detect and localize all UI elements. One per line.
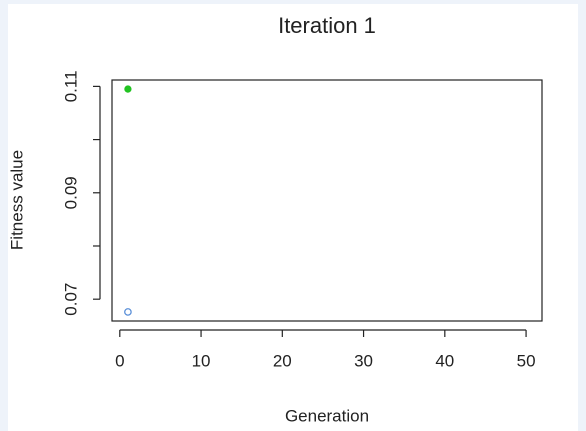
x-tick-label: 20 — [273, 351, 292, 370]
y-axis-label: Fitness value — [7, 150, 26, 250]
panel — [8, 4, 578, 431]
point — [124, 85, 132, 93]
x-tick-label: 40 — [435, 351, 454, 370]
point — [124, 308, 132, 316]
x-tick-label: 30 — [354, 351, 373, 370]
chart-title: Iteration 1 — [278, 13, 376, 38]
x-tick-label: 10 — [192, 351, 211, 370]
plot-box — [111, 79, 543, 322]
x-tick-label: 50 — [517, 351, 536, 370]
x-axis-label: Generation — [285, 406, 369, 425]
y-tick-label: 0.09 — [61, 176, 80, 209]
y-tick-label: 0.07 — [61, 283, 80, 316]
x-tick-label: 0 — [115, 351, 124, 370]
y-tick-label: 0.11 — [61, 70, 80, 102]
